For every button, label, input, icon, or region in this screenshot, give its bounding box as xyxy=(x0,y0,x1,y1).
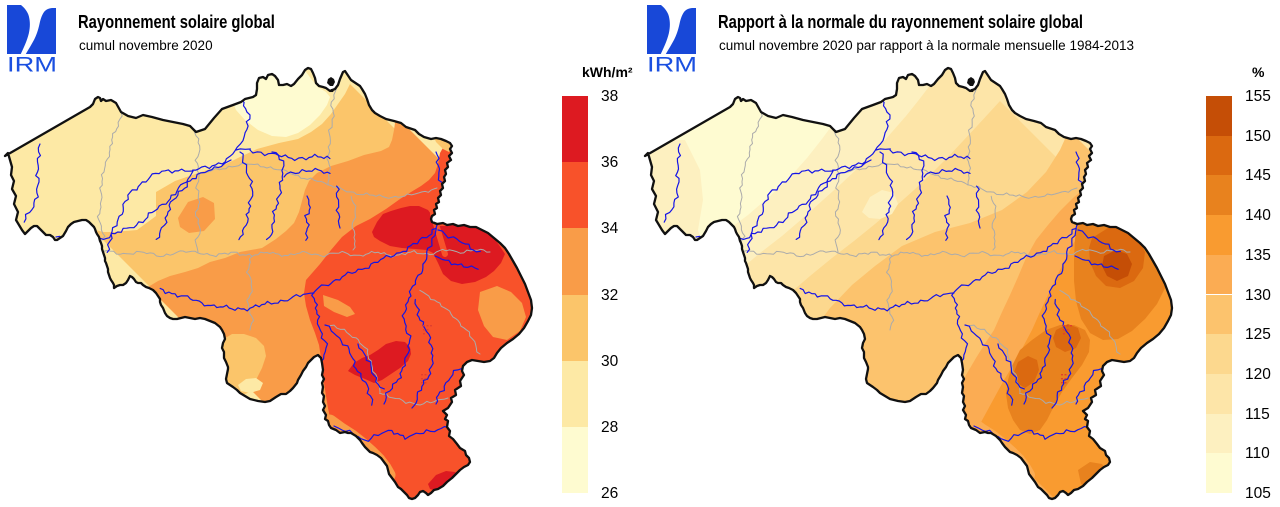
svg-text:IRM: IRM xyxy=(7,54,57,74)
svg-text:IRM: IRM xyxy=(647,54,697,74)
